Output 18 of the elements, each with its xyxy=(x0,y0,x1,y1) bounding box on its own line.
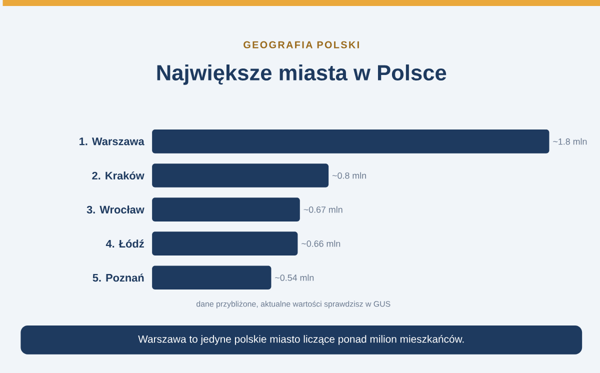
bar xyxy=(152,163,329,188)
data-label: ~0.67 mln xyxy=(304,206,342,213)
data-label: ~0.66 mln xyxy=(302,240,340,247)
bar xyxy=(152,197,300,222)
chart-title: Największe miasta w Polsce xyxy=(157,64,446,85)
y-tick-label: 2. Kraków xyxy=(92,171,144,180)
y-tick-label: 4. Łódź xyxy=(106,239,144,248)
data-label: ~0.54 mln xyxy=(275,274,314,281)
y-tick-label: 1. Warszawa xyxy=(80,138,144,146)
y-tick-label: 3. Wrocław xyxy=(86,205,144,214)
bar xyxy=(152,232,298,256)
data-label: ~1.8 mln xyxy=(553,138,587,145)
y-tick-label: 5. Poznań xyxy=(92,273,144,282)
data-label: ~0.8 mln xyxy=(332,172,366,179)
text: Warszawa to jedyne polskie miasto liczące ponad milion mieszkańców. xyxy=(138,334,464,345)
chart-subtitle: GEOGRAFIA POLSKI xyxy=(244,41,359,48)
bar xyxy=(152,129,550,154)
bar xyxy=(152,266,272,290)
